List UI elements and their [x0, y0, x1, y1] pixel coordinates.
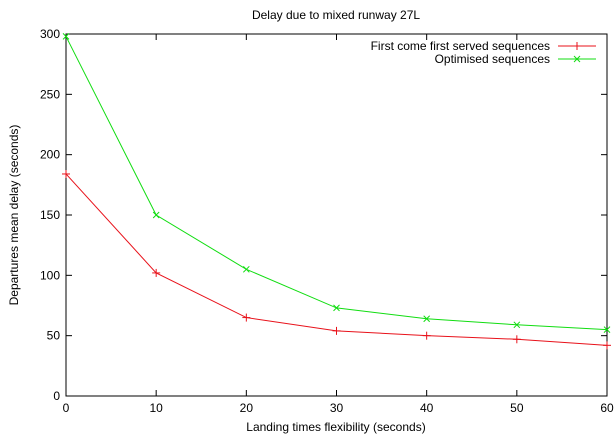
data-point-series-1	[603, 341, 611, 350]
data-point-series-1	[332, 326, 341, 335]
y-tick-label: 50	[47, 329, 61, 343]
y-axis: 0 50 100 150 200 250 300	[40, 27, 607, 403]
data-point-series-1	[62, 169, 70, 178]
y-axis-title: Departures mean delay (seconds)	[7, 125, 21, 306]
data-point-series-1	[242, 313, 251, 322]
series-line-2	[65, 36, 608, 331]
data-point-series-2	[513, 321, 521, 329]
y-tick-label: 0	[53, 389, 60, 403]
data-point-series-2	[152, 211, 160, 219]
series-layer	[62, 33, 611, 350]
y-tick-label: 150	[40, 208, 60, 222]
data-point-series-2	[333, 304, 340, 312]
legend-label-1: First come first served sequences	[371, 39, 550, 53]
y-tick-label: 100	[40, 268, 60, 282]
legend-marker-1	[573, 42, 581, 50]
y-tick-label: 200	[40, 148, 60, 162]
x-tick-label: 50	[510, 401, 524, 415]
x-tick-label: 40	[420, 401, 434, 415]
legend: First come first served sequencesOptimis…	[371, 39, 596, 66]
x-tick-label: 30	[330, 401, 344, 415]
x-tick-label: 20	[240, 401, 254, 415]
x-tick-label: 0	[63, 401, 70, 415]
data-point-series-2	[423, 315, 431, 323]
series-line-1	[65, 173, 608, 346]
x-axis-title: Landing times flexibility (seconds)	[246, 420, 425, 434]
data-point-series-2	[62, 33, 70, 40]
x-tick-label: 60	[600, 401, 614, 415]
data-point-series-2	[603, 326, 611, 333]
data-point-series-2	[242, 265, 250, 273]
y-tick-label: 250	[40, 87, 60, 101]
x-axis: 0 10 20 30 40 50 60	[63, 34, 614, 415]
y-tick-label: 300	[40, 27, 60, 41]
chart-title: Delay due to mixed runway 27L	[252, 8, 420, 22]
data-point-series-1	[512, 335, 521, 344]
plot-frame	[65, 33, 608, 397]
legend-marker-2	[573, 55, 581, 63]
x-tick-label: 10	[149, 401, 163, 415]
legend-label-2: Optimised sequences	[435, 52, 550, 66]
data-point-series-1	[152, 268, 161, 277]
data-point-series-1	[422, 331, 431, 340]
